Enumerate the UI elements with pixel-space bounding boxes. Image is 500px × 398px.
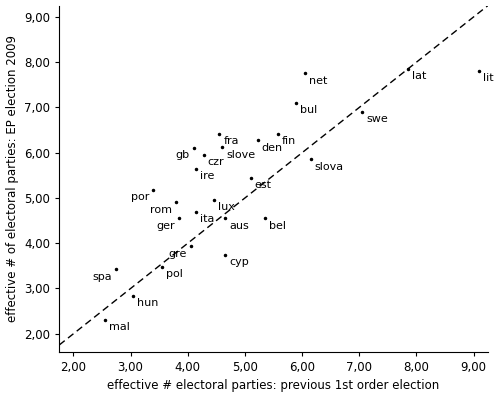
Text: est: est <box>254 180 272 190</box>
Text: gre: gre <box>168 249 186 259</box>
Text: fra: fra <box>223 136 238 146</box>
Text: gb: gb <box>176 150 190 160</box>
X-axis label: effective # electoral parties: previous 1st order election: effective # electoral parties: previous … <box>108 379 440 392</box>
Text: slova: slova <box>314 162 344 172</box>
Text: por: por <box>131 192 150 202</box>
Text: aus: aus <box>229 220 248 230</box>
Text: den: den <box>262 143 282 153</box>
Text: fin: fin <box>282 136 296 146</box>
Text: slove: slove <box>226 150 255 160</box>
Text: spa: spa <box>92 272 112 282</box>
Text: ger: ger <box>156 220 175 230</box>
Text: rom: rom <box>150 205 172 215</box>
Text: net: net <box>309 76 328 86</box>
Text: bel: bel <box>269 220 286 230</box>
Text: pol: pol <box>166 269 183 279</box>
Text: cyp: cyp <box>229 257 248 267</box>
Text: hun: hun <box>138 298 159 308</box>
Text: ire: ire <box>200 171 214 181</box>
Y-axis label: effective # of electoral parties: EP election 2009: effective # of electoral parties: EP ele… <box>6 35 18 322</box>
Text: lat: lat <box>412 71 426 81</box>
Text: czr: czr <box>208 157 224 167</box>
Text: bul: bul <box>300 105 318 115</box>
Text: swe: swe <box>366 114 388 124</box>
Text: ita: ita <box>200 214 214 224</box>
Text: lux: lux <box>218 203 234 213</box>
Text: mal: mal <box>109 322 130 332</box>
Text: lit: lit <box>484 74 494 84</box>
